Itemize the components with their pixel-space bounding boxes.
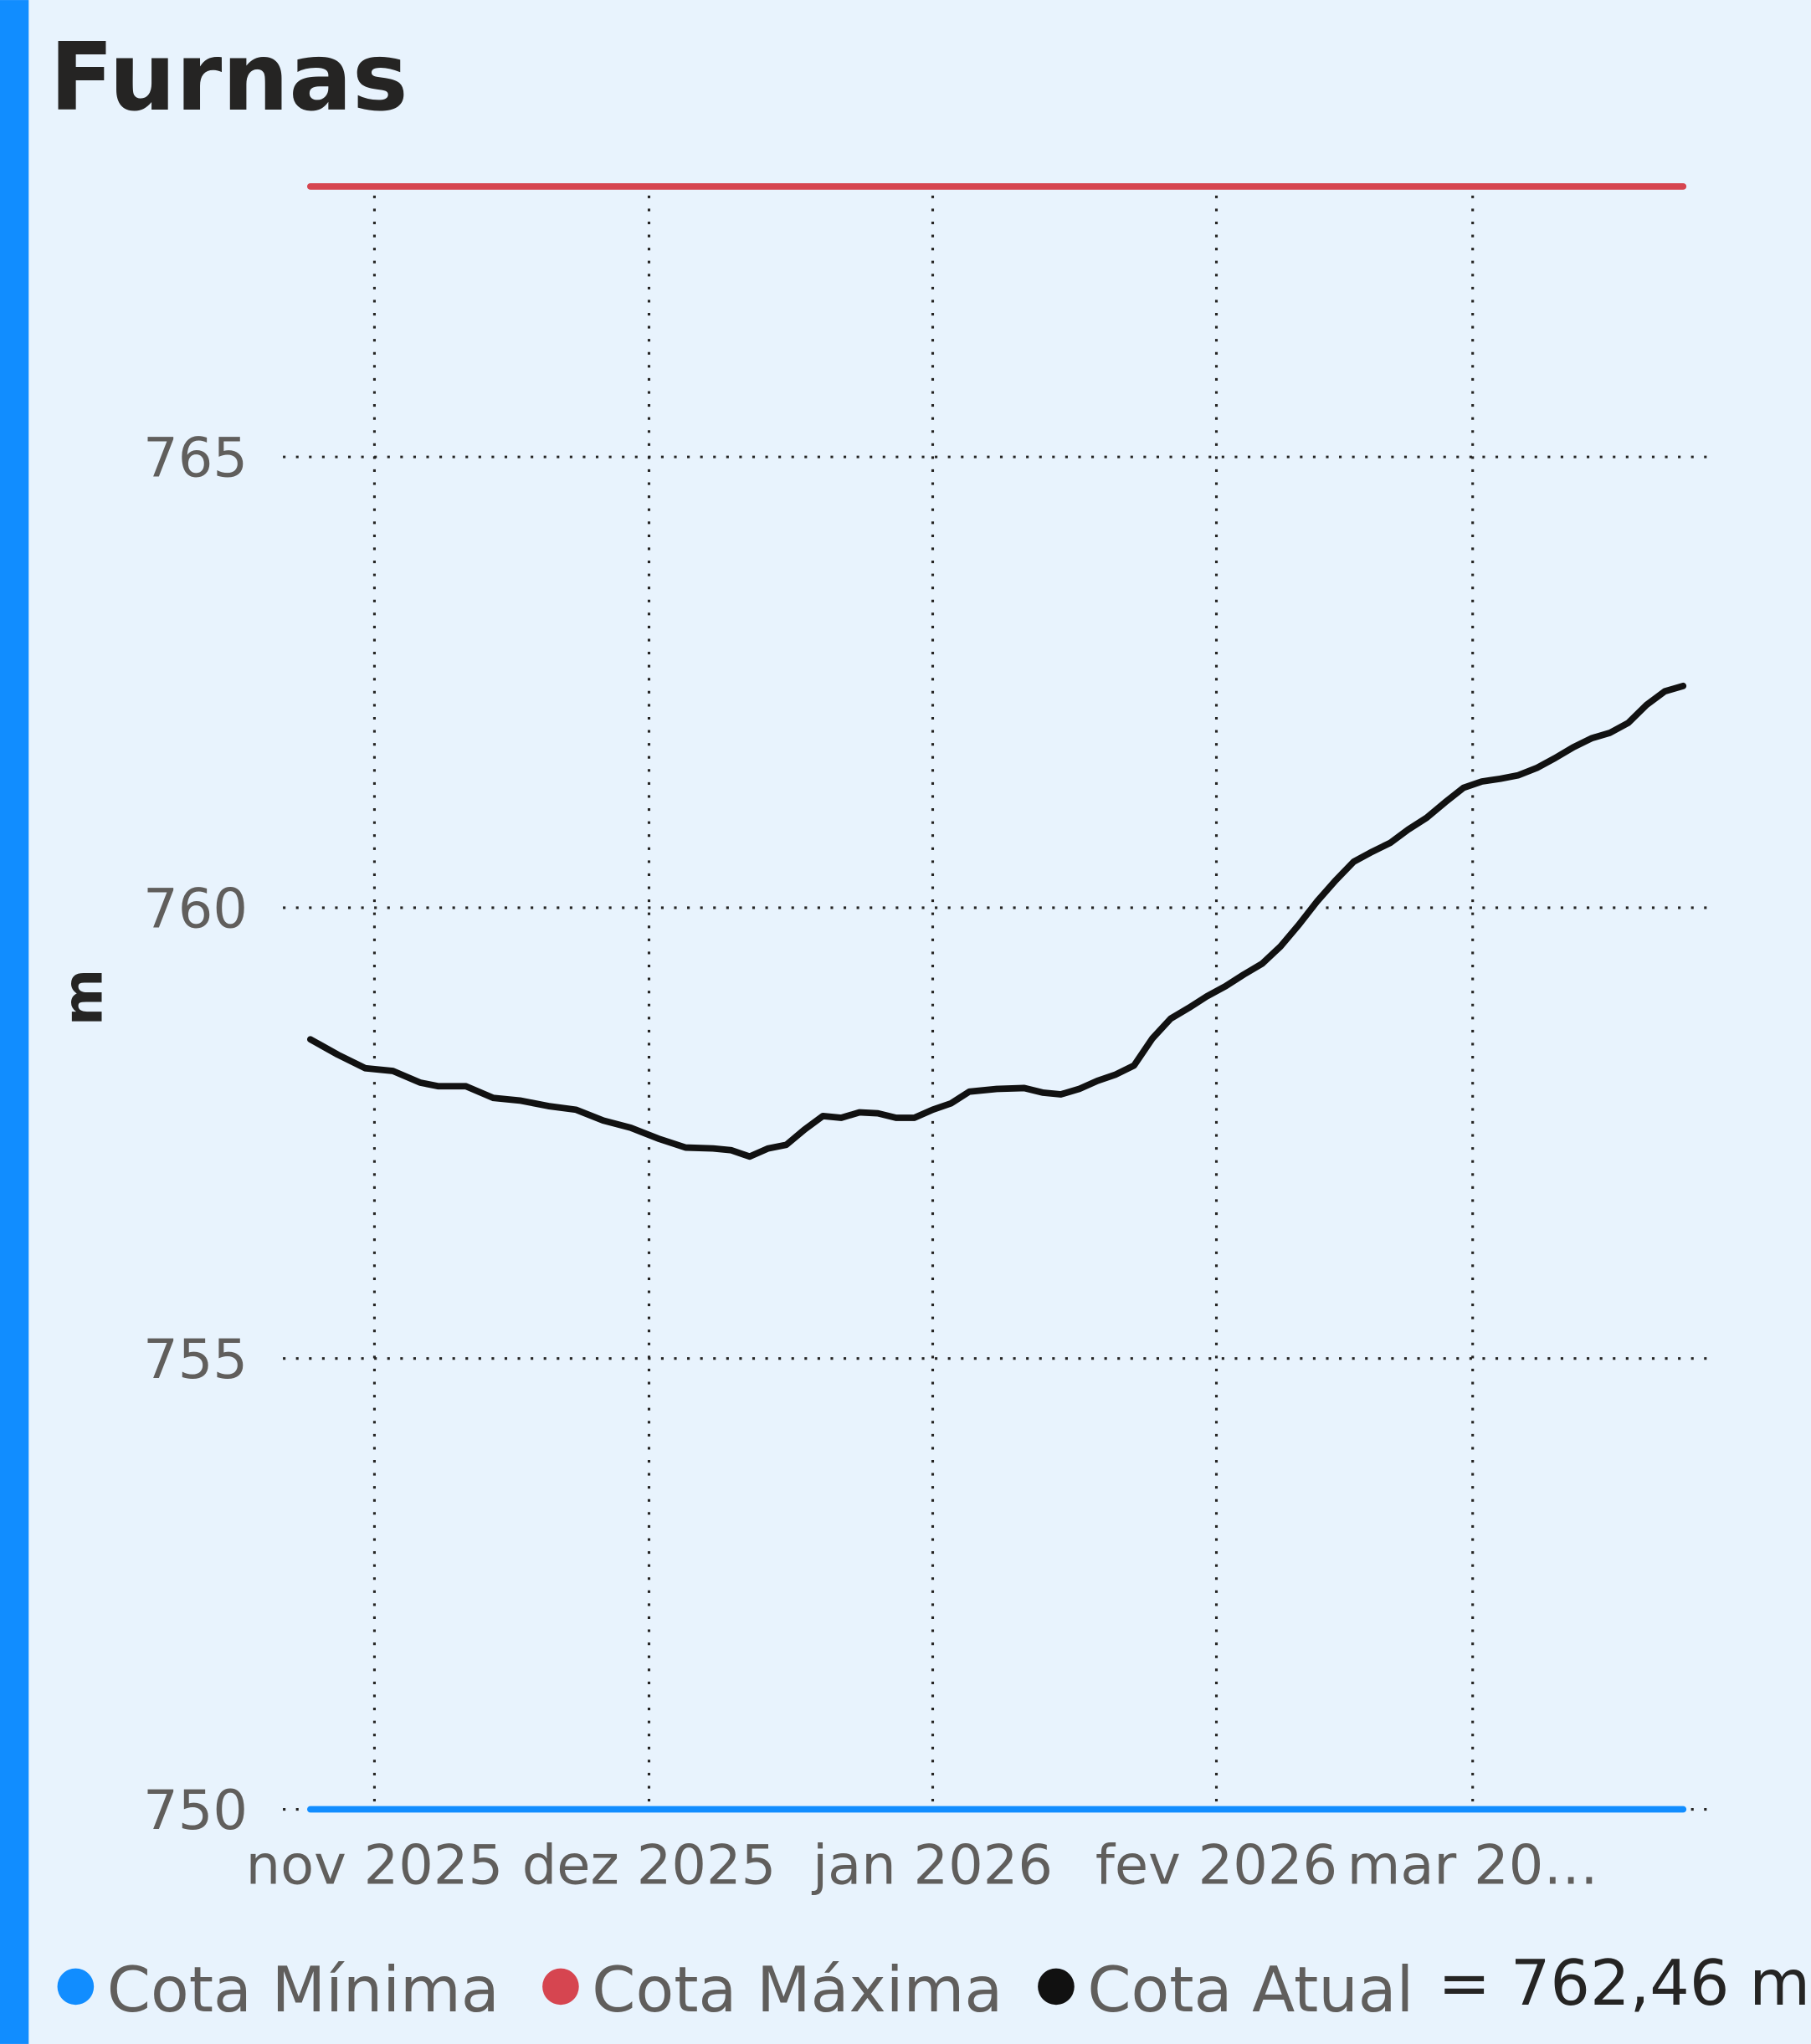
x-tick-label: nov 2025 (246, 1833, 504, 1897)
x-tick-label: fev 2026 (1095, 1833, 1337, 1897)
legend-marker (542, 1968, 579, 2006)
legend-marker (1038, 1968, 1075, 2006)
y-tick-label: 755 (143, 1328, 248, 1391)
legend-label: Cota Máxima (592, 1954, 1003, 2026)
x-tick-label: dez 2025 (522, 1833, 776, 1897)
current-value: = 762,46 m (1438, 1947, 1810, 2020)
legend-label: Cota Atual (1087, 1954, 1413, 2026)
y-axis-label: m (52, 969, 115, 1026)
x-tick-label: mar 20… (1347, 1833, 1598, 1897)
chart-title: Furnas (49, 23, 408, 132)
accent-bar (0, 0, 29, 2044)
y-tick-label: 750 (143, 1779, 248, 1842)
legend-marker (57, 1968, 95, 2006)
series-line (306, 682, 1687, 1160)
legend-label: Cota Mínima (107, 1954, 500, 2026)
y-tick-label: 765 (143, 426, 248, 489)
x-tick-label: jan 2026 (811, 1833, 1053, 1897)
y-tick-label: 760 (143, 877, 248, 940)
